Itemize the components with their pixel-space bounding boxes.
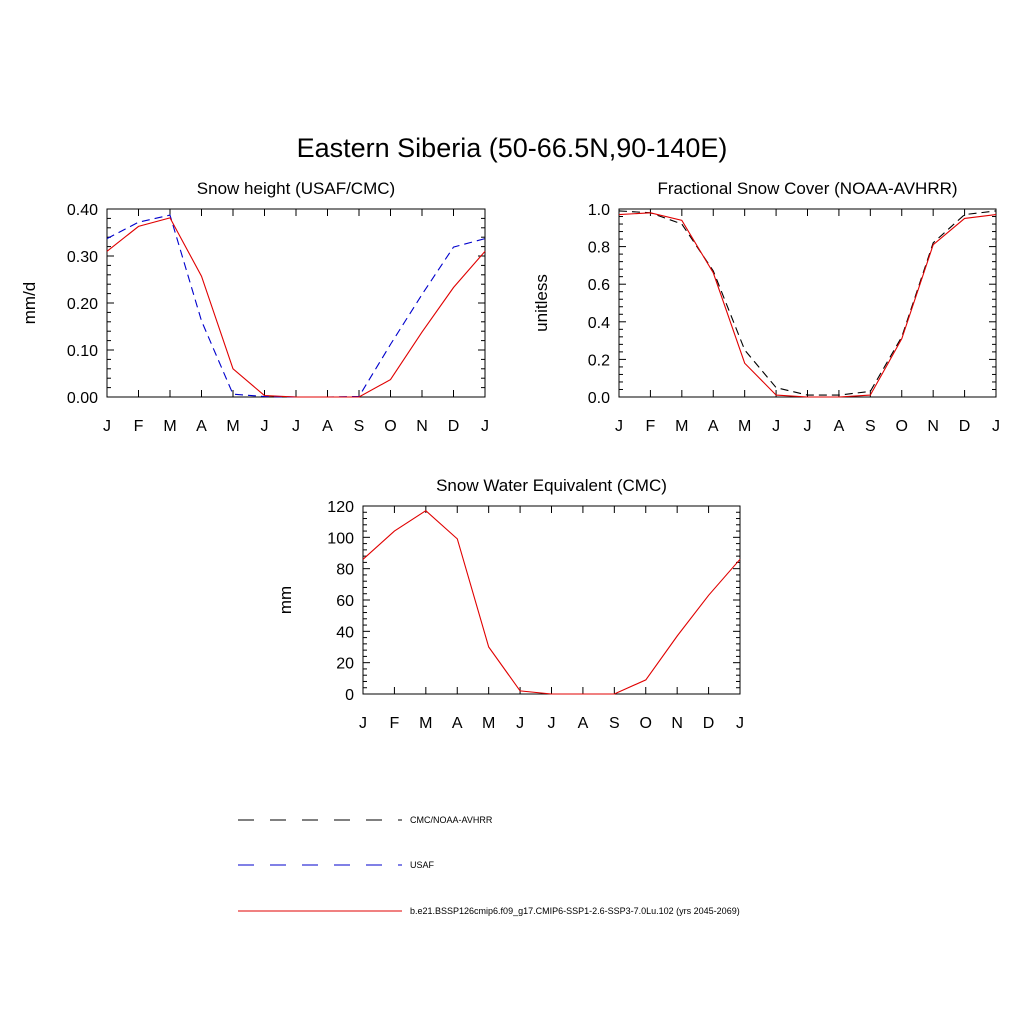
plot-snow-cover: Fractional Snow Cover (NOAA-AVHRR) J F M A M J… [532, 179, 1000, 435]
x-tick-label: F [134, 418, 144, 435]
series-line-2 [106, 217, 486, 398]
x-tick-label: O [384, 418, 396, 435]
x-tick-label: A [196, 418, 207, 435]
x-tick-label: M [419, 715, 432, 732]
x-tick-label: S [865, 418, 876, 435]
y-tick-label: 20 [336, 656, 354, 673]
legend-label: CMC/NOAA-AVHRR [410, 815, 493, 825]
x-tick-label: D [959, 418, 971, 435]
x-tick-label: N [416, 418, 428, 435]
x-tick-label: N [927, 418, 939, 435]
x-tick-label: J [615, 418, 623, 435]
x-tick-label: A [834, 418, 845, 435]
figure-title: Eastern Siberia (50-66.5N,90-140E) [297, 133, 728, 163]
y-tick-label: 0.00 [67, 390, 98, 407]
series-line-1 [362, 510, 741, 695]
x-tick-label: A [708, 418, 719, 435]
x-tick-label: N [671, 715, 683, 732]
y-tick-label: 120 [327, 499, 354, 516]
x-tick-label: M [163, 418, 176, 435]
plot-title: Fractional Snow Cover (NOAA-AVHRR) [657, 179, 957, 198]
plot-title: Snow height (USAF/CMC) [197, 179, 395, 198]
x-tick-label: J [359, 715, 367, 732]
x-tick-label: J [261, 418, 269, 435]
x-tick-label: M [738, 418, 751, 435]
x-tick-label: S [354, 418, 365, 435]
x-tick-label: D [703, 715, 715, 732]
series-line-1 [618, 212, 997, 398]
y-tick-label: 0.8 [588, 240, 610, 257]
legend-item: CMC/NOAA-AVHRR [238, 815, 493, 825]
legend-label: USAF [410, 860, 435, 870]
plots-group: Snow height (USAF/CMC)J F M A M J J A S O N D J0.000… [20, 179, 1000, 732]
y-tick-label: 0.2 [588, 352, 610, 369]
legend-label: b.e21.BSSP126cmip6.f09_g17.CMIP6-SSP1-2.… [410, 906, 740, 916]
plot-snow-height: Snow height (USAF/CMC) J F M A M J J A S O N D J 0.00 0… [20, 179, 489, 435]
plot-frame [362, 505, 741, 695]
x-tick-label: J [548, 715, 556, 732]
x-tick-label: J [736, 715, 744, 732]
y-tick-label: 40 [336, 624, 354, 641]
plot-frame [106, 208, 486, 398]
x-tick-label: O [640, 715, 652, 732]
x-tick-label: J [516, 715, 524, 732]
plot-title: Snow Water Equivalent (CMC) [436, 476, 667, 495]
x-tick-label: J [804, 418, 812, 435]
x-tick-label: A [452, 715, 463, 732]
y-axis-label: mm/d [20, 282, 39, 325]
x-tick-label: A [578, 715, 589, 732]
x-tick-label: S [609, 715, 620, 732]
legend: CMC/NOAA-AVHRR USAF b.e21.BSSP126cmip6.f09… [238, 815, 740, 916]
y-tick-label: 0.10 [67, 343, 98, 360]
x-tick-label: M [675, 418, 688, 435]
x-tick-label: J [481, 418, 489, 435]
x-tick-label: O [896, 418, 908, 435]
x-tick-label: A [322, 418, 333, 435]
x-tick-label: D [448, 418, 460, 435]
y-tick-label: 0.30 [67, 249, 98, 266]
y-tick-label: 0.4 [588, 315, 610, 332]
y-axis-label: mm [276, 586, 295, 614]
y-tick-label: 1.0 [588, 202, 610, 219]
x-tick-label: F [646, 418, 656, 435]
y-tick-label: 80 [336, 562, 354, 579]
y-axis-label: unitless [532, 274, 551, 332]
x-tick-label: J [772, 418, 780, 435]
x-tick-label: M [226, 418, 239, 435]
y-tick-label: 0.0 [588, 390, 610, 407]
y-tick-label: 60 [336, 593, 354, 610]
y-tick-label: 0.40 [67, 202, 98, 219]
series-line-1 [106, 214, 486, 398]
plot-swe: Snow Water Equivalent (CMC) J F M A M J J A S O N D J… [276, 476, 744, 732]
legend-item: USAF [238, 860, 435, 870]
y-tick-label: 0 [345, 687, 354, 704]
legend-item: b.e21.BSSP126cmip6.f09_g17.CMIP6-SSP1-2.… [238, 906, 740, 916]
x-tick-label: J [103, 418, 111, 435]
y-tick-label: 0.20 [67, 296, 98, 313]
y-tick-label: 0.6 [588, 277, 610, 294]
series-line-0 [618, 210, 997, 396]
x-tick-label: J [292, 418, 300, 435]
x-tick-label: F [390, 715, 400, 732]
x-tick-label: J [992, 418, 1000, 435]
x-tick-label: M [482, 715, 495, 732]
y-tick-label: 100 [327, 530, 354, 547]
